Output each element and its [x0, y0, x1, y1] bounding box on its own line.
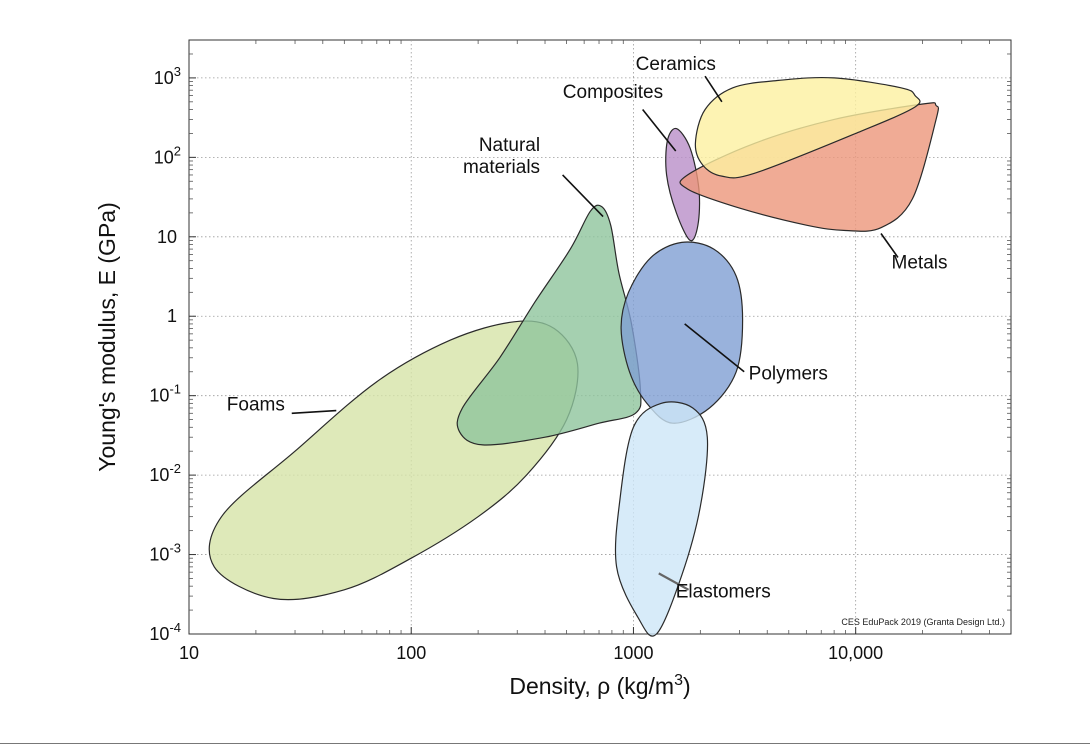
- leader-elastomers: [658, 572, 690, 591]
- region-labels: Ceramics Composites Natural materials Metals…: [227, 54, 948, 602]
- bottom-divider: [0, 743, 1090, 744]
- region-ceramics: [694, 76, 921, 179]
- y-tick-label: 10-4: [149, 620, 181, 644]
- leader-metals: [880, 233, 899, 258]
- label-elastomers: Elastomers: [676, 581, 771, 602]
- y-tick-label: 102: [154, 143, 181, 167]
- y-axis-ticks: 10-4 10-3 10-2 10-1 1 10 102 103: [149, 53, 1011, 644]
- label-natural-materials: Natural materials: [463, 135, 540, 178]
- leader-polymers: [684, 323, 745, 373]
- leader-natural-materials: [562, 174, 604, 218]
- y-tick-label: 1: [167, 306, 177, 326]
- x-axis-title: Density, ρ (kg/m3): [509, 672, 690, 699]
- region-natural-materials: [456, 204, 642, 446]
- region-elastomers: [614, 401, 709, 637]
- label-foams: Foams: [227, 395, 285, 416]
- y-tick-label: 10-1: [149, 382, 181, 406]
- y-tick-label: 10: [157, 227, 177, 247]
- region-polymers: [620, 241, 744, 424]
- leader-foams: [291, 409, 337, 415]
- y-tick-label: 10-2: [149, 461, 181, 485]
- label-composites: Composites: [563, 82, 663, 103]
- label-ceramics: Ceramics: [636, 54, 716, 75]
- leader-composites: [642, 109, 677, 152]
- y-axis-title: Young's modulus, E (GPa): [94, 202, 120, 471]
- leader-ceramics: [704, 75, 723, 103]
- credit-text: CES EduPack 2019 (Granta Design Ltd.): [841, 617, 1005, 627]
- label-polymers: Polymers: [749, 363, 828, 384]
- x-axis-ticks: 10 100 1000 10,000: [179, 40, 990, 663]
- y-tick-label: 10-3: [149, 541, 181, 565]
- x-tick-label: 10,000: [828, 643, 883, 663]
- x-tick-label: 10: [179, 643, 199, 663]
- label-metals: Metals: [892, 252, 948, 273]
- x-tick-label: 100: [396, 643, 426, 663]
- material-regions: [208, 76, 939, 637]
- plot-frame: [188, 39, 1012, 635]
- y-tick-label: 103: [154, 64, 181, 88]
- leader-lines: [291, 75, 899, 591]
- x-tick-label: 1000: [613, 643, 653, 663]
